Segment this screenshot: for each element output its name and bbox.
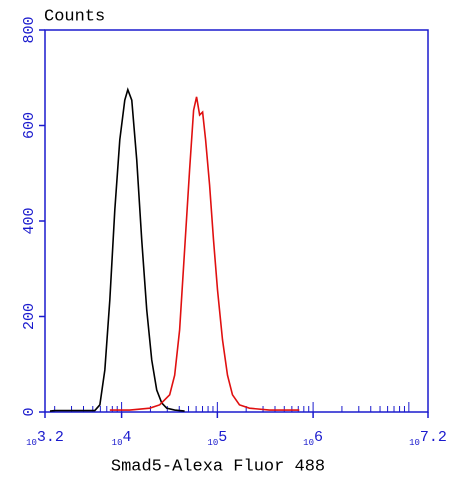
histogram-line: [109, 96, 300, 411]
y-tick-label: 400: [21, 207, 38, 234]
x-tick-label: 107.2: [409, 429, 447, 448]
x-tick-base: 10: [26, 438, 37, 448]
x-tick-exponent: 7.2: [420, 429, 447, 446]
x-tick-base: 10: [207, 438, 218, 448]
x-tick-label: 104: [112, 429, 132, 448]
histogram-line: [49, 87, 185, 412]
x-tick-base: 10: [409, 438, 420, 448]
x-tick-exponent: 3.2: [37, 429, 64, 446]
plot-frame: [44, 29, 429, 413]
x-tick-label: 105: [207, 429, 227, 448]
x-tick-base: 10: [112, 438, 123, 448]
y-tick-label: 0: [21, 407, 38, 416]
x-axis-label: Smad5-Alexa Fluor 488: [111, 457, 325, 476]
chart-title: Counts: [44, 7, 105, 26]
y-tick-label: 800: [21, 16, 38, 43]
x-tick-label: 103.2: [26, 429, 64, 448]
y-tick-label: 200: [21, 303, 38, 330]
x-tick-exponent: 4: [122, 429, 131, 446]
x-tick-base: 10: [303, 438, 314, 448]
x-tick-exponent: 5: [218, 429, 227, 446]
x-tick-exponent: 6: [314, 429, 323, 446]
x-tick-label: 106: [303, 429, 323, 448]
y-tick-label: 600: [21, 112, 38, 139]
